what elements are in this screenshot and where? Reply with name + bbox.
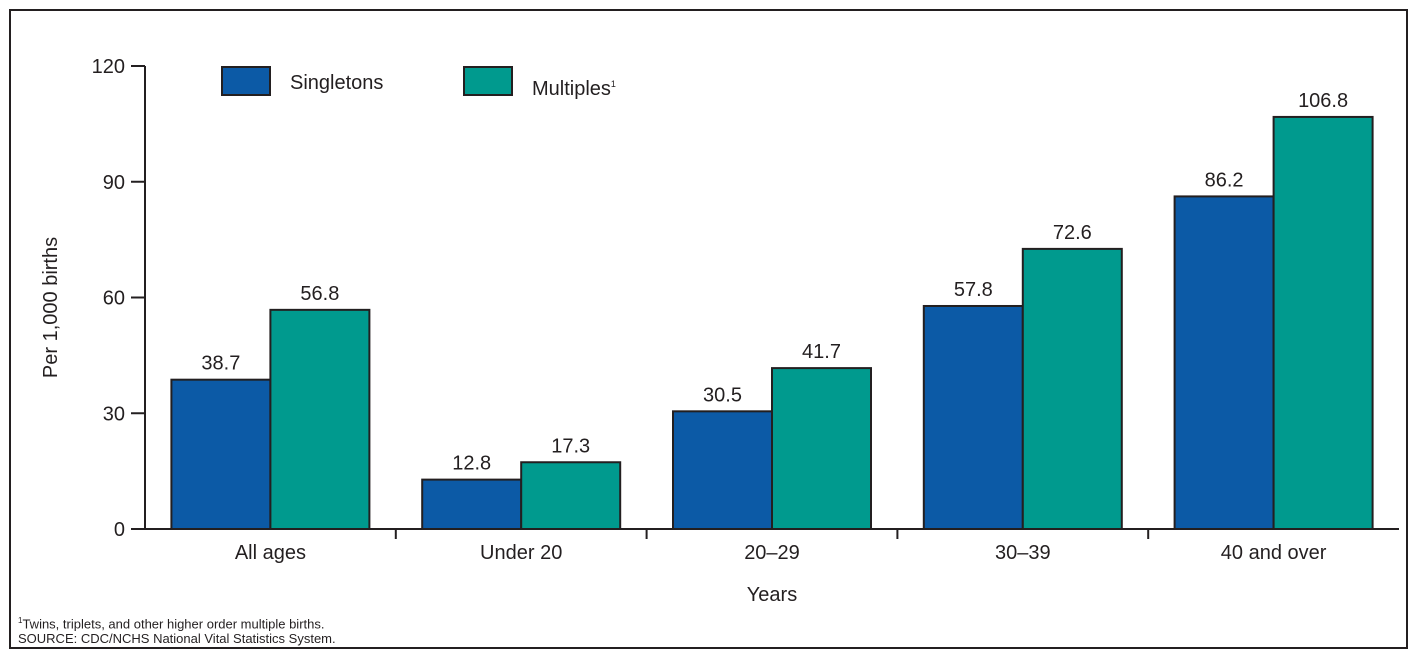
y-tick-label: 90 xyxy=(103,172,125,194)
chart-data-labels: 38.7 56.8 12.8 17.3 30.5 41.7 57.8 72.6 86.2 106.… xyxy=(201,90,1348,475)
bar-singletons xyxy=(922,304,1024,531)
bar-singletons xyxy=(1173,195,1275,531)
y-tick-label: 60 xyxy=(103,288,125,310)
bar-multiples xyxy=(269,308,371,531)
footnote: 1Twins, triplets, and other higher order… xyxy=(18,616,324,631)
chart-bars xyxy=(170,115,1374,531)
data-label: 12.8 xyxy=(452,453,491,475)
x-tick-label: 40 and over xyxy=(1221,542,1327,564)
data-label: 17.3 xyxy=(551,435,590,457)
bar-multiples xyxy=(1272,115,1374,531)
data-label: 38.7 xyxy=(201,353,240,375)
bar-multiples xyxy=(520,461,622,530)
data-label: 30.5 xyxy=(703,384,742,406)
data-label: 57.8 xyxy=(954,279,993,301)
bar-singletons xyxy=(170,378,272,530)
chart-legend: Singletons Multiples1 xyxy=(221,66,616,100)
data-label: 86.2 xyxy=(1205,169,1244,191)
bar-singletons xyxy=(672,410,773,530)
footnote-text: Twins, triplets, and other higher order … xyxy=(22,616,325,632)
bar-singletons xyxy=(421,478,523,531)
bar-chart: 0 30 60 90 120 All ages Under 20 20–29 30–39 40 a… xyxy=(40,56,1399,606)
legend-footnote-marker: 1 xyxy=(611,79,616,89)
data-label: 41.7 xyxy=(802,341,841,363)
legend-label-multiples: Multiples1 xyxy=(532,78,616,100)
bar-multiples xyxy=(771,367,872,531)
x-axis-title: Years xyxy=(747,584,797,606)
footnote-marker: 1 xyxy=(18,616,23,625)
data-label: 72.6 xyxy=(1053,222,1092,244)
source-note: SOURCE: CDC/NCHS National Vital Statisti… xyxy=(18,631,336,646)
legend-swatch-singletons xyxy=(221,66,271,96)
chart-frame: 0 30 60 90 120 All ages Under 20 20–29 30–39 40 a… xyxy=(9,9,1408,649)
x-tick-label: Under 20 xyxy=(480,542,562,564)
x-tick-label: 20–29 xyxy=(744,542,800,564)
y-axis-title: Per 1,000 births xyxy=(40,237,62,378)
x-tick-label: 30–39 xyxy=(995,542,1051,564)
legend-swatch-multiples xyxy=(463,66,513,96)
data-label: 56.8 xyxy=(300,283,339,305)
y-tick-label: 120 xyxy=(92,56,125,78)
y-tick-label: 0 xyxy=(114,519,125,541)
legend-label-singletons: Singletons xyxy=(290,72,383,94)
data-label: 106.8 xyxy=(1298,90,1348,112)
bar-multiples xyxy=(1021,247,1123,530)
y-tick-label: 30 xyxy=(103,403,125,425)
x-tick-label: All ages xyxy=(235,542,306,564)
